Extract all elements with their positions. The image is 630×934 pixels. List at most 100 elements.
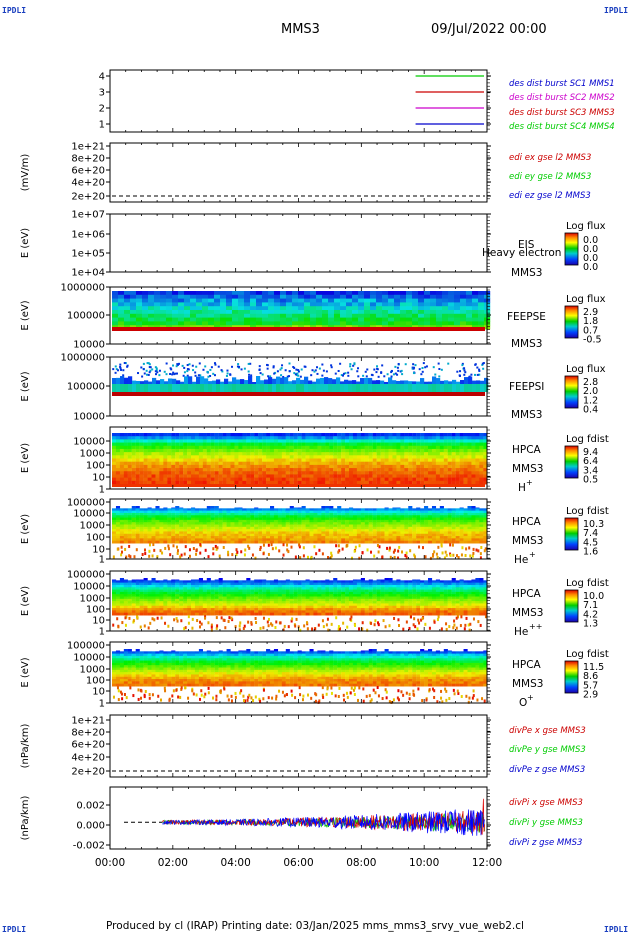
spectrogram-cell	[329, 452, 334, 456]
spectrogram-cell	[360, 522, 365, 525]
spectrogram-cell	[115, 540, 121, 544]
spectrogram-cell	[435, 540, 440, 544]
spectrogram-cell	[380, 540, 385, 544]
spectrogram-cell	[412, 298, 419, 303]
spectrogram-speckle	[465, 547, 468, 551]
spectrogram-cell	[352, 529, 358, 532]
spectrogram-cell	[372, 526, 377, 530]
spectrogram-cell	[420, 436, 425, 440]
spectrogram-speckle	[388, 546, 391, 550]
spectrogram-cell	[194, 452, 200, 456]
spectrogram-cell	[325, 524, 330, 528]
spectrogram-cell	[139, 512, 144, 516]
spectrogram-cell	[352, 298, 359, 303]
spectrogram-cell	[238, 448, 243, 453]
spectrogram-cell	[270, 471, 275, 475]
spectrogram-cell	[475, 538, 480, 542]
spectrogram-cell	[392, 480, 397, 485]
spectrogram-cell	[394, 321, 401, 326]
spectrogram-cell	[384, 480, 389, 485]
spectrogram-cell	[340, 291, 347, 296]
spectrogram-cell	[147, 519, 152, 523]
spectrogram-cell	[317, 448, 322, 453]
spectrogram-cell	[230, 461, 235, 466]
spectrogram-cell	[467, 452, 472, 456]
spectrogram-cell	[178, 294, 185, 299]
spectrogram-cell	[471, 442, 476, 447]
spectrogram-cell	[412, 533, 417, 537]
spectrogram-cell	[191, 540, 196, 544]
spectrogram-cell	[333, 461, 338, 466]
spectrogram-cell	[430, 298, 437, 303]
spectrogram-cell	[196, 321, 203, 326]
spectrogram-cell	[345, 433, 350, 437]
spectrogram-cell	[262, 321, 269, 326]
spectrogram-speckle	[404, 363, 407, 366]
spectrogram-cell	[159, 433, 164, 437]
spectrogram-cell	[309, 510, 314, 514]
spectrogram-cell	[451, 540, 456, 544]
spectrogram-speckle	[247, 362, 250, 365]
spectrogram-cell	[115, 594, 121, 597]
spectrogram-cell	[472, 317, 479, 322]
spectrogram-speckle	[365, 375, 368, 378]
spectrogram-cell	[268, 310, 275, 315]
spectrogram-cell	[408, 531, 413, 535]
spectrogram-cell	[127, 508, 132, 512]
spectrogram-cell	[432, 384, 437, 392]
spectrogram-cell	[479, 433, 484, 437]
spectrogram-speckle	[186, 368, 189, 371]
spectrogram-cell	[175, 433, 180, 437]
spectrogram-cell	[123, 580, 128, 584]
spectrogram-cell	[464, 377, 469, 386]
spectrogram-cell	[277, 538, 282, 542]
spectrogram-cell	[202, 519, 207, 523]
spectrogram-cell	[143, 524, 148, 528]
spectrogram-cell	[460, 310, 467, 315]
spectrogram-cell	[451, 477, 456, 482]
spectrogram-speckle	[235, 548, 238, 552]
spectrogram-cell	[404, 522, 409, 525]
spectrogram-cell	[349, 433, 354, 437]
spectrogram-cell	[297, 477, 302, 482]
spectrogram-cell	[313, 508, 318, 512]
spectrogram-cell	[147, 464, 152, 469]
spectrogram-cell	[392, 464, 397, 469]
spectrogram-cell	[226, 471, 231, 475]
spectrogram-cell	[273, 508, 279, 512]
spectrogram-cell	[451, 524, 456, 528]
spectrogram-cell	[128, 384, 133, 392]
spectrogram-cell	[208, 298, 215, 303]
spectrogram-cell	[270, 468, 275, 472]
spectrogram-cell	[416, 464, 421, 469]
spectrogram-cell	[484, 377, 489, 386]
spectrogram-cell	[317, 436, 322, 440]
spectrogram-cell	[368, 448, 373, 453]
y-axis-label: E (eV)	[20, 228, 31, 258]
spectrogram-cell	[412, 471, 417, 475]
spectrogram-cell	[163, 439, 168, 444]
spectrogram-cell	[479, 442, 484, 447]
y-tick-label: 4	[99, 72, 105, 83]
spectrogram-cell	[448, 294, 455, 299]
spectrogram-speckle	[338, 549, 341, 553]
spectrogram-cell	[198, 439, 203, 444]
spectrogram-cell	[483, 480, 488, 485]
spectrogram-cell	[187, 519, 192, 523]
spectrogram-speckle	[318, 548, 321, 552]
spectrogram-cell	[262, 464, 267, 469]
spectrogram-cell	[131, 519, 136, 523]
spectrogram-cell	[478, 310, 485, 315]
spectrogram-cell	[305, 474, 310, 479]
spectrogram-cell	[346, 310, 353, 315]
spectrogram-cell	[155, 519, 160, 523]
spectrogram-cell	[396, 538, 401, 542]
spectrogram-cell	[206, 526, 211, 530]
spectrogram-cell	[451, 468, 456, 472]
spectrogram-cell	[467, 436, 472, 440]
spectrogram-cell	[281, 471, 286, 475]
spectrogram-cell	[460, 294, 467, 299]
spectrogram-cell	[384, 477, 389, 482]
spectrogram-cell	[183, 439, 188, 444]
spectrogram-cell	[336, 384, 341, 392]
